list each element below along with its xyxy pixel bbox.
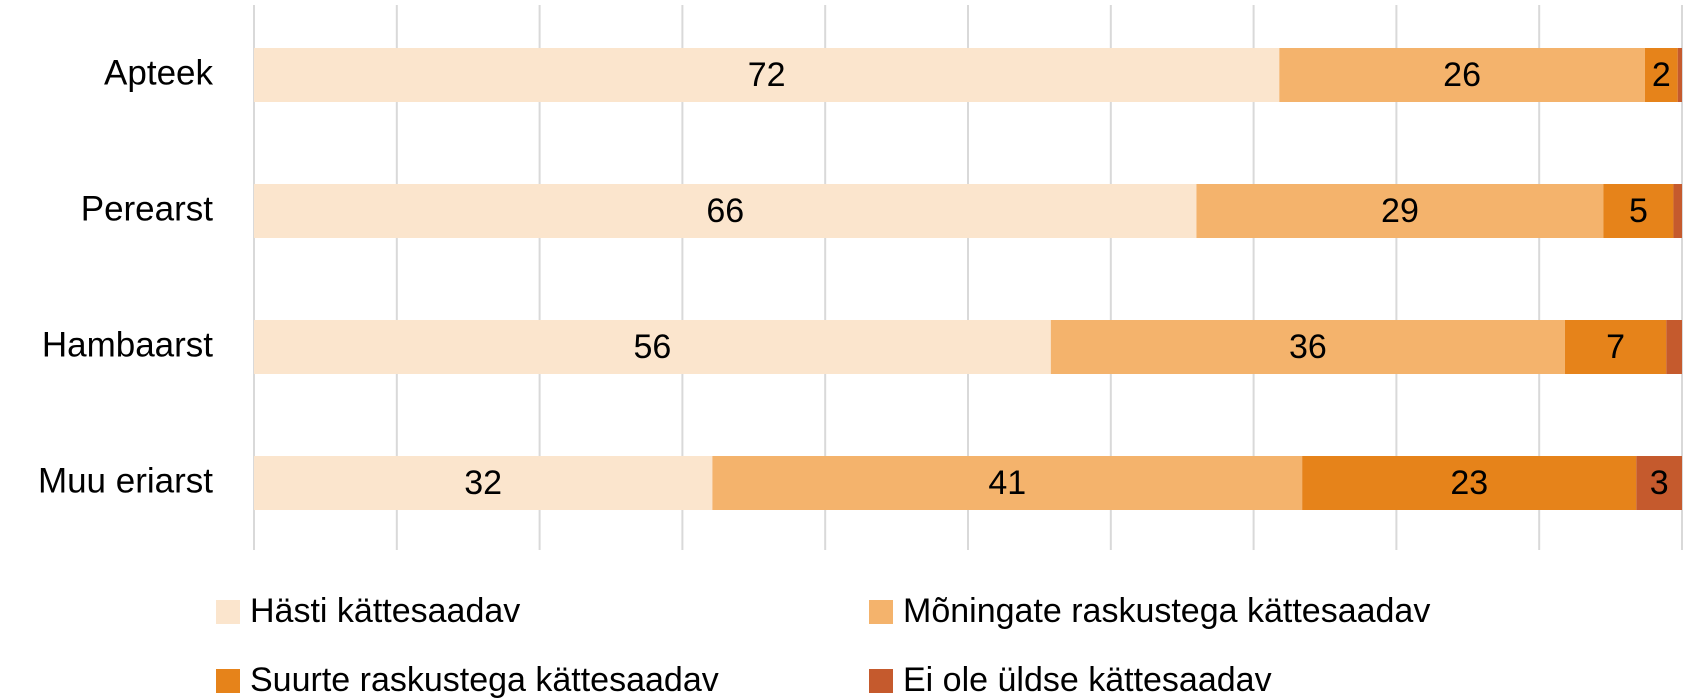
legend-swatch [869,669,893,693]
category-label: Perearst [81,189,214,228]
bar-segment [1666,320,1682,374]
data-label: 56 [633,328,671,366]
data-label: 3 [1650,464,1669,502]
data-label: 23 [1450,464,1488,502]
bar-segment [1302,456,1637,510]
bar-segment [1636,456,1682,510]
data-label: 26 [1443,56,1481,94]
category-label: Apteek [104,53,213,92]
legend-swatch [869,600,893,624]
legend-label: Ei ole üldse kättesaadav [903,661,1272,699]
bar-segment [254,48,1280,102]
bar-segment [254,320,1051,374]
data-label: 7 [1606,328,1625,366]
bar-segment [1603,184,1674,238]
data-label: 72 [748,56,786,94]
bar-segment [1564,320,1667,374]
data-label: 5 [1629,192,1648,230]
data-label: 66 [706,192,744,230]
category-label: Muu eriarst [38,461,213,500]
bar-segment [1673,184,1682,238]
bar-segment [254,184,1197,238]
bar-segment [1677,48,1682,102]
data-label: 29 [1381,192,1419,230]
legend-label: Suurte raskustega kättesaadav [250,661,719,699]
data-label: 2 [1652,56,1671,94]
data-label: 36 [1289,328,1327,366]
bar-segment [712,456,1303,510]
data-label: 32 [464,464,502,502]
legend-label: Mõningate raskustega kättesaadav [903,592,1430,630]
bar-segment [1050,320,1565,374]
legend-swatch [216,669,240,693]
category-label: Hambaarst [42,325,213,364]
legend-swatch [216,600,240,624]
bar-segment [1196,184,1604,238]
bar-segment [254,456,713,510]
legend-label: Hästi kättesaadav [250,592,520,630]
data-label: 41 [988,464,1026,502]
bar-segment [1279,48,1645,102]
bar-segment [1644,48,1678,102]
